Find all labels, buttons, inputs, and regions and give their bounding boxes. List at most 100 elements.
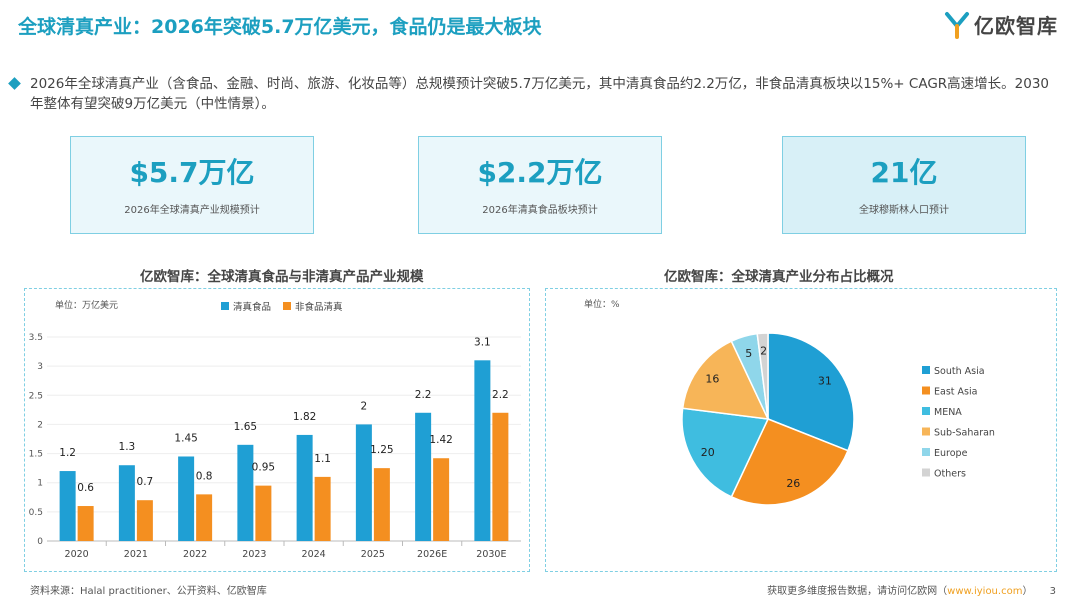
brand-logo: 亿欧智库 (944, 10, 1058, 39)
bar-value-label: 1.82 (293, 411, 316, 423)
pie-chart-title: 亿欧智库：全球清真产业分布占比概况 (664, 269, 894, 285)
x-tick-label: 2021 (124, 549, 148, 560)
kpi-value: $2.2万亿 (477, 156, 603, 189)
bar-non-food-2021 (136, 500, 153, 541)
y-tick-label: 1.5 (29, 450, 43, 460)
pie-value-label: 20 (701, 446, 715, 459)
pie-slice-sub-saharan (681, 340, 770, 420)
pie-slice-mena (681, 407, 770, 498)
bar-value-label: 3.1 (474, 336, 491, 348)
y-tick-label: 0 (37, 537, 43, 547)
x-tick-label: 2020 (65, 549, 89, 560)
bar-halal-food-2021 (118, 465, 135, 541)
bar-halal-food-2023 (237, 444, 254, 541)
y-tick-label: 3 (37, 362, 43, 372)
footer-cta-prefix: 获取更多维度报告数据，请访问亿欧网（ (767, 586, 948, 597)
source-note: 资料来源：Halal practitioner、公开资料、亿欧智库 (30, 586, 267, 597)
bar-non-food-2025 (373, 468, 390, 541)
legend-swatch-1 (283, 302, 291, 310)
pie-value-label: 2 (760, 344, 767, 357)
diamond-bullet-icon (8, 77, 21, 90)
x-tick-label: 2030E (476, 549, 506, 560)
pie-value-label: 16 (705, 373, 719, 386)
bar-value-label: 1.2 (59, 447, 76, 459)
kpi-card-population: 21亿 全球穆斯林人口预计 (782, 136, 1026, 234)
logo-text: 亿欧智库 (974, 14, 1058, 38)
kpi-card-industry: $5.7万亿 2026年全球清真产业规模预计 (70, 136, 314, 234)
bar-value-label: 1.45 (174, 432, 197, 444)
bar-unit-label: 单位：万亿美元 (55, 299, 118, 311)
footer-cta: 获取更多维度报告数据，请访问亿欧网（www.iyiou.com） 3 (767, 582, 1056, 597)
website-link[interactable]: www.iyiou.com (947, 586, 1023, 597)
pie-slice-others (756, 332, 769, 420)
bar-halal-food-2026E (415, 412, 432, 541)
bar-value-label: 0.8 (196, 470, 213, 482)
bar-non-food-2022 (196, 494, 213, 541)
page-title: 全球清真产业：2026年突破5.7万亿美元，食品仍是最大板块 (18, 16, 542, 38)
legend-swatch-0 (221, 302, 229, 310)
bar-non-food-2020 (77, 506, 94, 541)
bar-halal-food-2020 (59, 471, 76, 541)
bar-non-food-2024 (314, 476, 331, 541)
bar-value-label: 0.95 (252, 462, 275, 474)
pie-chart: 单位：% 31 South Asia 26 East Asia 20 MENA 16 Sub-S… (584, 298, 995, 506)
pie-unit-label: 单位：% (584, 298, 620, 310)
bar-value-label: 1.42 (429, 434, 452, 446)
x-tick-label: 2024 (302, 549, 326, 560)
y-tick-label: 0.5 (29, 508, 43, 518)
pie-legend-label: Others (934, 469, 966, 480)
bar-halal-food-2024 (296, 434, 313, 541)
pie-value-label: 5 (745, 347, 752, 360)
kpi-label: 2026年全球清真产业规模预计 (124, 205, 260, 216)
kpi-value: $5.7万亿 (129, 156, 255, 189)
bar-value-label: 1.65 (234, 421, 257, 433)
pie-slice-south-asia (767, 332, 855, 452)
pie-legend-swatch (922, 366, 930, 374)
bar-value-label: 1.1 (314, 453, 331, 465)
bar-value-label: 2 (361, 400, 368, 412)
pie-legend-label: Europe (934, 448, 968, 459)
bar-value-label: 1.3 (119, 441, 136, 453)
bar-halal-food-2025 (355, 424, 372, 541)
bar-value-label: 0.7 (137, 476, 154, 488)
bar-value-label: 0.6 (77, 482, 94, 494)
kpi-card-food: $2.2万亿 2026年清真食品板块预计 (418, 136, 662, 234)
bar-chart-panel: 单位：万亿美元 清真食品 非食品清真 0 0.5 1 1.5 2 2.5 3 3.5 2020 1.2 0… (24, 288, 530, 572)
pie-legend-swatch (922, 448, 930, 456)
bar-non-food-2026E (433, 458, 450, 541)
pie-legend-label: MENA (934, 407, 962, 418)
pie-legend-swatch (922, 386, 930, 395)
bar-non-food-2023 (255, 485, 272, 541)
bar-chart-title: 亿欧智库：全球清真食品与非清真产品产业规模 (140, 269, 424, 285)
x-tick-label: 2026E (417, 549, 447, 560)
kpi-label: 2026年清真食品板块预计 (482, 205, 598, 216)
bar-chart: 单位：万亿美元 清真食品 非食品清真 0 0.5 1 1.5 2 2.5 3 3.5 2020 1.2 0… (29, 299, 521, 560)
footer-cta-suffix: ） (1022, 586, 1033, 597)
legend-label-1: 非食品清真 (295, 301, 343, 313)
pie-legend-label: South Asia (934, 366, 985, 377)
pie-chart-panel: 单位：% 31 South Asia 26 East Asia 20 MENA 16 Sub-S… (545, 288, 1057, 572)
page-number: 3 (1049, 586, 1056, 597)
y-tick-label: 2 (37, 420, 43, 430)
pie-value-label: 26 (786, 477, 800, 490)
kpi-label: 全球穆斯林人口预计 (859, 205, 949, 216)
summary-paragraph: 2026年全球清真产业（含食品、金融、时尚、旅游、化妆品等）总规模预计突破5.7… (8, 74, 1050, 114)
x-tick-label: 2025 (361, 549, 385, 560)
bar-non-food-2030E (492, 412, 509, 541)
x-tick-label: 2022 (183, 549, 207, 560)
pie-value-label: 31 (818, 374, 832, 387)
logo-icon (945, 11, 969, 39)
y-tick-label: 3.5 (29, 333, 43, 343)
y-tick-label: 2.5 (29, 391, 43, 401)
bar-value-label: 2.2 (415, 389, 432, 401)
pie-legend-label: East Asia (934, 387, 977, 398)
kpi-value: 21亿 (870, 156, 938, 189)
bar-halal-food-2022 (178, 456, 195, 541)
summary-text: 2026年全球清真产业（含食品、金融、时尚、旅游、化妆品等）总规模预计突破5.7… (30, 76, 1050, 112)
y-tick-label: 1 (37, 479, 43, 489)
pie-legend-swatch (922, 407, 930, 415)
pie-legend-label: Sub-Saharan (934, 428, 995, 439)
bar-halal-food-2030E (474, 360, 491, 541)
x-tick-label: 2023 (242, 549, 266, 560)
bar-value-label: 2.2 (492, 389, 509, 401)
